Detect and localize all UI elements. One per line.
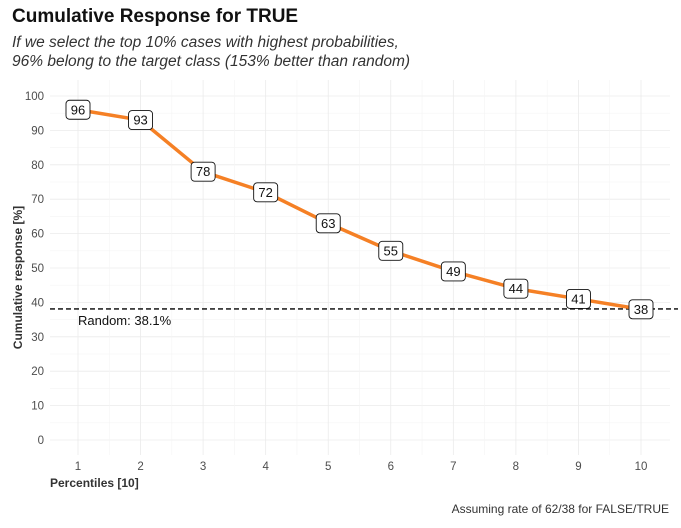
data-label-box [128, 110, 154, 131]
data-label-box [65, 99, 91, 120]
data-label: 72 [253, 182, 279, 203]
data-label-box [190, 161, 216, 182]
y-axis-ticks: 0 10 20 30 40 50 60 70 80 90 100 [25, 91, 44, 447]
data-label-box [253, 182, 279, 203]
x-tick-label: 10 [635, 461, 648, 473]
data-label-box [378, 240, 404, 261]
data-label-text: 49 [446, 264, 460, 279]
data-label-box [565, 289, 591, 309]
chart-title: Cumulative Response for TRUE [12, 6, 299, 27]
data-label-text: 72 [258, 185, 272, 200]
data-label: 78 [190, 161, 216, 182]
chart-subtitle: If we select the top 10% cases with high… [12, 34, 411, 70]
x-tick-label: 7 [450, 461, 456, 473]
data-label: 41 [565, 289, 591, 309]
x-tick-label: 1 [75, 461, 81, 473]
y-axis-title: Cumulative response [%] [11, 206, 25, 349]
y-tick-label: 100 [25, 91, 44, 103]
x-axis-ticks: 1 2 3 4 5 6 7 8 9 10 [75, 461, 648, 473]
x-tick-label: 4 [262, 461, 269, 473]
x-tick-label: 6 [388, 461, 394, 473]
data-label: 44 [503, 278, 529, 299]
x-tick-label: 8 [513, 461, 519, 473]
y-tick-label: 90 [31, 125, 44, 137]
data-label: 55 [378, 240, 404, 261]
data-label-text: 93 [133, 113, 147, 128]
data-label-text: 78 [196, 164, 210, 179]
x-tick-label: 9 [575, 461, 581, 473]
y-tick-label: 50 [31, 263, 44, 275]
data-label-text: 41 [571, 291, 585, 306]
y-tick-label: 60 [31, 229, 44, 241]
data-label: 93 [128, 110, 154, 131]
data-label: 49 [440, 261, 466, 282]
y-tick-label: 70 [31, 194, 44, 206]
data-label-text: 55 [384, 243, 398, 258]
data-label-text: 44 [509, 281, 523, 296]
x-axis-title: Percentiles [10] [50, 476, 139, 490]
data-label-text: 38 [634, 302, 648, 317]
y-tick-label: 20 [31, 366, 44, 378]
data-label-box [503, 278, 529, 299]
x-tick-label: 2 [137, 461, 143, 473]
data-label-box [315, 213, 341, 234]
y-tick-label: 0 [38, 435, 44, 447]
random-reference: Random: 38.1% [50, 308, 678, 328]
y-tick-label: 80 [31, 160, 44, 172]
random-reference-label: Random: 38.1% [78, 313, 172, 328]
data-label-box [440, 261, 466, 282]
data-label: 63 [315, 213, 341, 234]
data-label: 38 [628, 299, 654, 320]
y-tick-label: 40 [31, 297, 44, 309]
data-label-text: 63 [321, 216, 335, 231]
x-tick-label: 5 [325, 461, 331, 473]
cumulative-response-line [76, 108, 643, 312]
data-labels: 96 93 78 72 63 55 49 44 41 38 [65, 99, 654, 320]
y-tick-label: 30 [31, 332, 44, 344]
data-label-text: 96 [71, 102, 85, 117]
y-tick-label: 10 [31, 401, 44, 413]
chart-caption: Assuming rate of 62/38 for FALSE/TRUE [451, 502, 669, 516]
series-line [76, 108, 643, 312]
data-label-box [628, 299, 654, 320]
x-tick-label: 3 [200, 461, 206, 473]
data-label: 96 [65, 99, 91, 120]
grid [50, 80, 670, 455]
